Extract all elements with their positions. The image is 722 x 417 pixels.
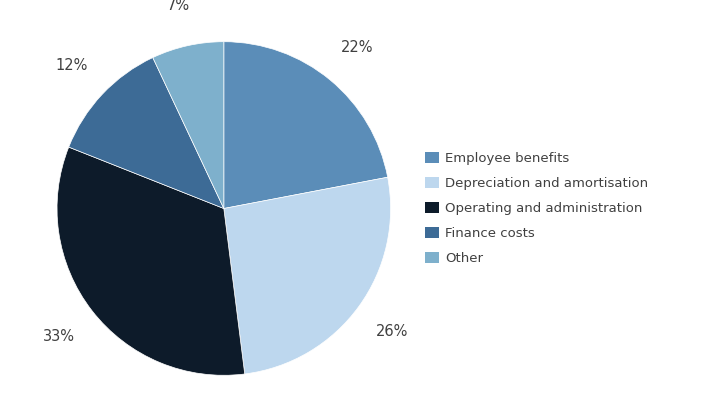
Wedge shape xyxy=(57,147,245,375)
Text: 26%: 26% xyxy=(376,324,409,339)
Text: 7%: 7% xyxy=(167,0,190,13)
Wedge shape xyxy=(224,177,391,374)
Legend: Employee benefits, Depreciation and amortisation, Operating and administration, : Employee benefits, Depreciation and amor… xyxy=(425,152,648,265)
Wedge shape xyxy=(224,42,388,208)
Text: 12%: 12% xyxy=(56,58,88,73)
Text: 22%: 22% xyxy=(341,40,373,55)
Text: 33%: 33% xyxy=(43,329,75,344)
Wedge shape xyxy=(69,58,224,208)
Wedge shape xyxy=(153,42,224,208)
